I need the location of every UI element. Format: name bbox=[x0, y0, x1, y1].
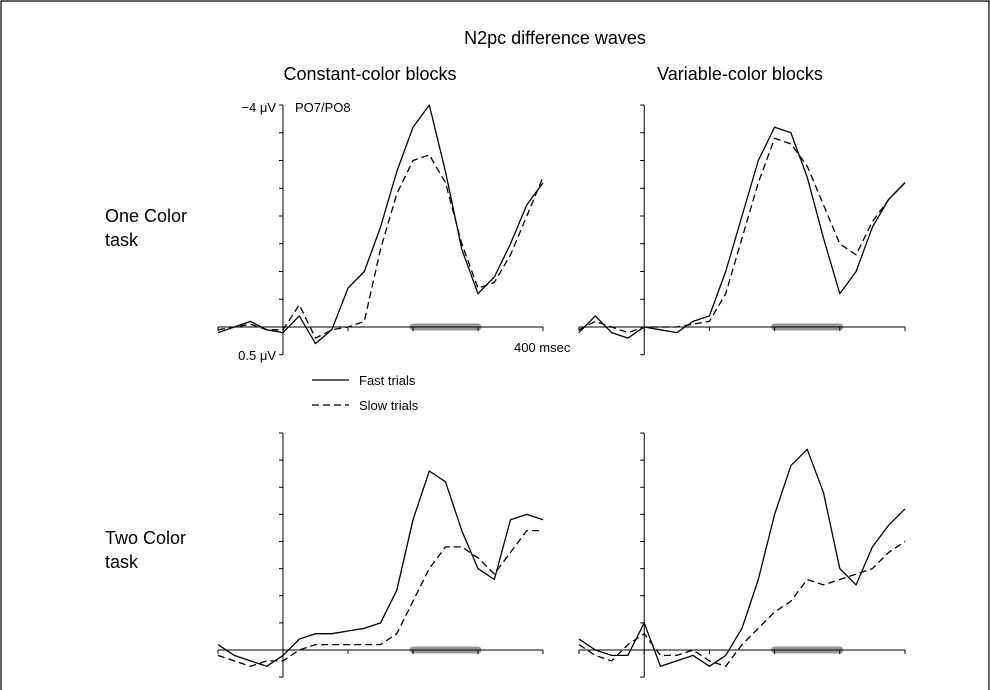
row-title-one-color-line1: One Color bbox=[105, 206, 187, 226]
fast-trials-waveform bbox=[217, 470, 544, 667]
slow-trials-waveform bbox=[217, 154, 544, 339]
fast-trials-waveform bbox=[217, 104, 544, 345]
panels bbox=[217, 104, 906, 678]
erp-panel-1 bbox=[217, 104, 544, 356]
slow-trials-waveform bbox=[217, 529, 543, 667]
legend: Fast trials Slow trials bbox=[312, 373, 419, 413]
legend-label-slow: Slow trials bbox=[359, 398, 419, 413]
legend-label-fast: Fast trials bbox=[359, 373, 416, 388]
fast-trials-waveform bbox=[578, 448, 906, 667]
erp-panel-4 bbox=[578, 432, 906, 678]
row-title-one-color-line2: task bbox=[105, 230, 139, 250]
column-title-variable: Variable-color blocks bbox=[657, 64, 823, 84]
y-bottom-label: 0.5 μV bbox=[238, 348, 276, 363]
x-end-label: 400 msec bbox=[514, 340, 571, 355]
y-top-label: −4 μV bbox=[241, 100, 276, 115]
slow-trials-waveform bbox=[578, 540, 906, 667]
fast-trials-waveform bbox=[578, 126, 906, 339]
figure-title: N2pc difference waves bbox=[464, 28, 646, 48]
row-title-two-color-line1: Two Color bbox=[105, 528, 186, 548]
electrode-label: PO7/PO8 bbox=[295, 100, 351, 115]
row-title-two-color-line2: task bbox=[105, 552, 139, 572]
erp-panel-2 bbox=[578, 104, 906, 356]
column-title-constant: Constant-color blocks bbox=[283, 64, 456, 84]
slow-trials-waveform bbox=[578, 137, 906, 334]
erp-panel-3 bbox=[217, 432, 544, 678]
